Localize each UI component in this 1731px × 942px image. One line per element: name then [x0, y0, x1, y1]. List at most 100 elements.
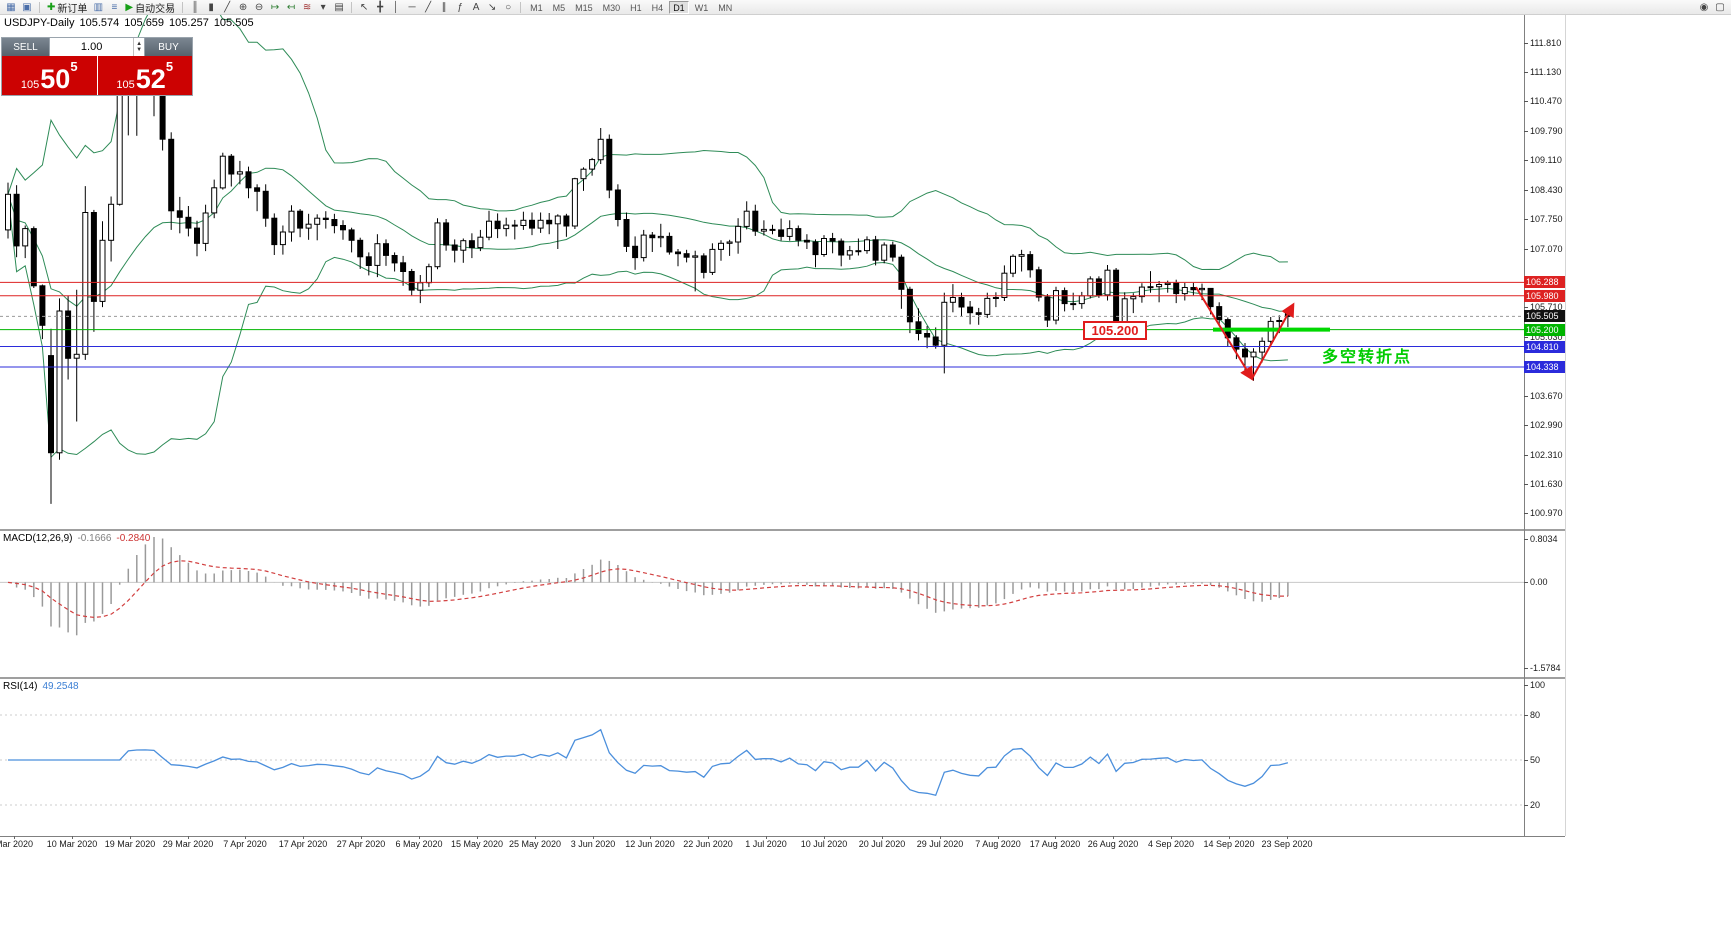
auto-scroll-icon[interactable]: ↦ — [268, 1, 282, 14]
channel-icon[interactable]: ∥ — [437, 1, 451, 14]
timeframe-m1-button[interactable]: M1 — [530, 2, 543, 13]
buy-price-point: 5 — [165, 59, 174, 74]
trendline-icon: ╱ — [425, 1, 432, 13]
data-window-icon[interactable]: ≡ — [107, 1, 121, 14]
line-chart-icon[interactable]: ╱ — [220, 1, 234, 14]
volume-input[interactable] — [50, 38, 134, 56]
price-tick-mark — [1524, 101, 1528, 102]
auto-trading-button[interactable]: ▶ 自动交易 — [123, 1, 177, 15]
price-tick-label: 103.670 — [1530, 391, 1563, 401]
date-tick-label: 22 Jun 2020 — [683, 839, 733, 849]
date-tick-label: 17 Aug 2020 — [1029, 839, 1081, 849]
price-tick-mark — [1524, 249, 1528, 250]
sell-price-button[interactable]: 105 50 5 — [2, 56, 97, 95]
date-tick-label: 25 May 2020 — [508, 839, 562, 849]
date-tick-mark — [419, 836, 420, 839]
volume-up-icon[interactable]: ▲ — [136, 41, 143, 47]
price-annotation-box[interactable]: 105.200 — [1083, 321, 1147, 340]
date-tick-mark — [1055, 836, 1056, 839]
line-chart-icon: ╱ — [224, 1, 231, 13]
date-tick-mark — [882, 836, 883, 839]
trendline-icon[interactable]: ╱ — [421, 1, 435, 14]
price-tick-label: 100.970 — [1530, 508, 1563, 518]
date-tick-label: 29 Mar 2020 — [162, 839, 214, 849]
price-tick-mark — [1524, 307, 1528, 308]
templates-icon: ▤ — [334, 1, 344, 13]
new-chart-icon[interactable]: ▦ — [4, 1, 18, 14]
arrows-tool-icon[interactable]: ↘ — [485, 1, 499, 14]
macd-name: MACD(12,26,9) — [3, 533, 73, 544]
timeframe-w1-button[interactable]: W1 — [694, 2, 709, 13]
date-axis-border — [0, 836, 1565, 837]
vertical-line-icon: │ — [392, 1, 400, 13]
one-click-trading-widget: SELL ▲ ▼ BUY 105 50 5 105 52 5 — [1, 37, 193, 96]
horizontal-line-icon[interactable]: ─ — [405, 1, 419, 14]
timeframe-m5-button[interactable]: M5 — [552, 2, 566, 13]
zoom-out-icon[interactable]: ⊖ — [252, 1, 266, 14]
toolbar-separator — [351, 1, 353, 13]
buy-header-button[interactable]: BUY — [145, 38, 192, 56]
date-tick-mark — [766, 836, 767, 839]
crosshair-icon[interactable]: ╋ — [373, 1, 387, 14]
panel-splitter[interactable] — [0, 529, 1565, 531]
macd-signal-value: -0.2840 — [116, 533, 151, 544]
timeframe-h4-button[interactable]: H4 — [651, 2, 664, 13]
price-line-label: 105.200 — [1524, 324, 1565, 336]
data-window-icon: ≡ — [111, 1, 118, 13]
templates-icon[interactable]: ▤ — [332, 1, 346, 14]
date-tick-mark — [477, 836, 478, 839]
panel-splitter[interactable] — [0, 677, 1565, 679]
chart-shift-icon[interactable]: ↤ — [284, 1, 298, 14]
timeframe-m15-button[interactable]: M15 — [575, 2, 593, 13]
buy-price-button[interactable]: 105 52 5 — [97, 56, 192, 95]
auto-scroll-icon: ↦ — [270, 1, 280, 13]
date-tick-mark — [998, 836, 999, 839]
date-tick-mark — [940, 836, 941, 839]
auto-trading-button-label: 自动交易 — [135, 3, 176, 15]
text-tool-icon[interactable]: A — [469, 1, 483, 14]
fibonacci-icon[interactable]: ƒ — [453, 1, 467, 14]
date-tick-label: 10 Jul 2020 — [800, 839, 848, 849]
bars-chart-icon[interactable]: ║ — [188, 1, 202, 14]
market-watch-icon[interactable]: ▥ — [91, 1, 105, 14]
timeframe-h1-button[interactable]: H1 — [630, 2, 642, 13]
cursor-icon[interactable]: ↖ — [357, 1, 371, 14]
date-tick-label: 12 Jun 2020 — [625, 839, 675, 849]
date-tick-mark — [303, 836, 304, 839]
volume-stepper[interactable]: ▲ ▼ — [133, 38, 144, 56]
new-order-button-label: 新订单 — [57, 3, 88, 15]
arrows-tool-icon: ↘ — [487, 1, 497, 13]
timeframe-m30-button[interactable]: M30 — [602, 2, 621, 13]
price-tick-mark — [1524, 190, 1528, 191]
window-layout-icon[interactable]: ▢ — [1713, 1, 1727, 14]
indicators-icon[interactable]: ≋ — [300, 1, 314, 14]
price-tick-mark — [1524, 513, 1528, 514]
macd-panel-canvas[interactable] — [0, 531, 1524, 677]
timeframe-mn-button[interactable]: MN — [718, 2, 733, 13]
candlestick-chart-icon[interactable]: ▮ — [204, 1, 218, 14]
price-tick-label: 101.630 — [1530, 479, 1563, 489]
rsi-tick-label: 80 — [1530, 710, 1541, 720]
zoom-in-icon[interactable]: ⊕ — [236, 1, 250, 14]
price-tick-mark — [1524, 337, 1528, 338]
timeframe-d1-button[interactable]: D1 — [669, 0, 689, 14]
quote-low: 105.257 — [169, 17, 209, 29]
chart-profiles-icon[interactable]: ▣ — [20, 1, 34, 14]
toolbar-separator — [39, 1, 40, 13]
price-chart-canvas[interactable] — [0, 15, 1524, 529]
new-order-button[interactable]: ✚ 新订单 — [45, 1, 89, 15]
vertical-line-icon[interactable]: │ — [389, 1, 403, 14]
cursor-icon: ↖ — [359, 1, 369, 13]
quote-high: 105.659 — [124, 17, 165, 29]
rsi-tick-mark — [1524, 805, 1528, 806]
turning-point-annotation[interactable]: 多空转折点 — [1322, 349, 1413, 366]
periods-icon[interactable]: ▾ — [316, 1, 330, 14]
sell-header-button[interactable]: SELL — [2, 38, 49, 56]
search-icon[interactable]: ◉ — [1697, 1, 1711, 14]
date-tick-label: 7 Aug 2020 — [975, 839, 1021, 849]
shapes-tool-icon[interactable]: ○ — [501, 1, 515, 14]
rsi-panel-canvas[interactable] — [0, 679, 1524, 836]
volume-down-icon[interactable]: ▼ — [136, 47, 143, 53]
macd-tick-label: 0.8034 — [1530, 534, 1558, 544]
toolbar-separator — [182, 1, 184, 13]
